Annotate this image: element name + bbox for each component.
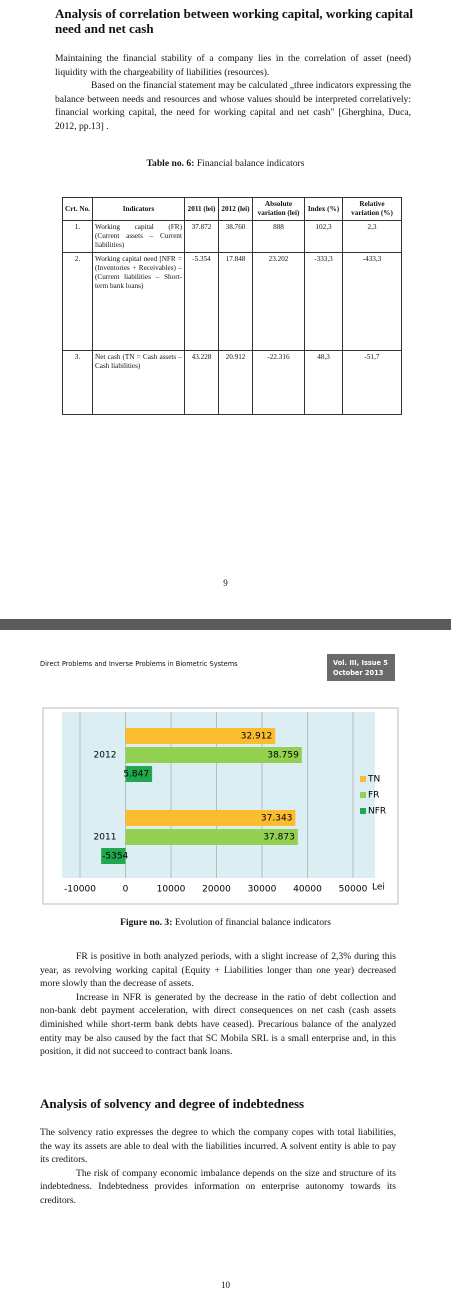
data-label: 5.847 [123,770,149,780]
header-cell: Indicators [92,197,185,221]
legend-label: TN [367,775,380,785]
bar [125,747,302,763]
bar [125,810,296,826]
x-tick-label: 50000 [339,885,368,895]
chart: -10000 0 10000 20000 30000 40000 50000 Lei 2012 3… [42,707,399,905]
table-row: 3. Net cash (TN = Cash assets – Cash liab… [62,350,402,415]
running-head: Direct Problems and Inverse Problems in … [40,660,238,668]
x-tick-label: 0 [123,885,129,895]
header-cell: Absolute variation (lei) [252,197,305,221]
cell: 102,3 [304,220,343,253]
table-row: 2. Working capital need [NFR = (Inventori… [62,252,402,351]
table-row: 1. Working capital (FR) (Current assets –… [62,220,402,253]
table: Crt. No. Indicators 2011 (lei) 2012 (lei) Ab… [62,197,402,415]
legend-swatch [360,792,366,798]
section: Analysis of correlation between working … [55,6,415,36]
bar [125,728,276,744]
caption-text: Evolution of financial balance indicator… [174,917,331,928]
x-tick-label: 30000 [248,885,277,895]
body-text: FR is positive in both analyzed periods,… [40,950,396,1059]
heading: Analysis of solvency and degree of indeb… [40,1096,305,1111]
figure-caption: Figure no. 3: Evolution of financial bal… [0,917,451,928]
date: October 2013 [333,669,384,677]
header-cell: Index (%) [304,197,343,221]
data-label: 37.873 [263,833,295,843]
cell: -5.354 [184,252,219,351]
x-axis-label: Lei [372,883,385,893]
category-label: 2012 [94,751,117,761]
heading: Analysis of correlation between working … [55,6,413,36]
issue-badge: Vol. III, Issue 5 October 2013 [327,654,395,681]
body-text: Maintaining the financial stability of a… [55,52,411,134]
caption-text: Financial balance indicators [196,158,305,169]
table-label: Table no. 6: [146,158,195,169]
header-cell: 2012 (lei) [218,197,253,221]
cell: 888 [252,220,305,253]
paragraph: Maintaining the financial stability of a… [55,53,411,78]
x-tick-label: 40000 [293,885,322,895]
page-number: 9 [223,578,228,588]
legend-label: NFR [368,807,386,817]
cell: -22.316 [252,350,305,415]
figure-label: Figure no. 3: [120,917,173,928]
header-cell: 2011 (lei) [184,197,219,221]
paragraph: Based on the financial statement may be … [55,80,411,132]
cell: 1. [62,220,93,253]
x-tick-label: 20000 [202,885,231,895]
legend-swatch [360,808,366,814]
cell: 43.228 [184,350,219,415]
page-number: 10 [221,1280,230,1290]
cell: 2. [62,252,93,351]
bar [125,829,298,845]
category-label: 2011 [94,833,117,843]
table-wrap: Crt. No. Indicators 2011 (lei) 2012 (lei) Ab… [62,197,402,415]
bar [101,848,126,864]
x-tick-label: 10000 [157,885,186,895]
cell: Working capital (FR) (Current assets – C… [92,220,185,253]
paragraph: FR is positive in both analyzed periods,… [40,951,396,990]
cell: -433,3 [342,252,402,351]
x-tick-label: -10000 [64,885,96,895]
cell: Working capital need [NFR = (Inventories… [92,252,185,351]
cell: Net cash (TN = Cash assets – Cash liabil… [92,350,185,415]
cell: 48,3 [304,350,343,415]
cell: -333,3 [304,252,343,351]
section: Analysis of solvency and degree of indeb… [40,1096,400,1111]
body-text: The solvency ratio expresses the degree … [40,1126,396,1208]
table-caption: Table no. 6: Financial balance indicator… [0,158,451,169]
cell: 38.760 [218,220,253,253]
header-cell: Relative variation (%) [342,197,402,221]
cell: 23.202 [252,252,305,351]
data-label: -5354 [102,852,128,862]
cell: 20.912 [218,350,253,415]
paragraph: The risk of company economic imbalance d… [40,1167,396,1206]
paragraph: The solvency ratio expresses the degree … [40,1127,396,1166]
data-label: 37.343 [261,814,293,824]
page-separator [0,619,451,630]
paragraph: Increase in NFR is generated by the decr… [40,991,396,1058]
legend-label: FR [368,791,379,801]
cell: 2,3 [342,220,402,253]
cell: -51,7 [342,350,402,415]
cell: 17.848 [218,252,253,351]
data-label: 32.912 [241,732,273,742]
data-label: 38.759 [267,751,299,761]
cell: 3. [62,350,93,415]
legend-swatch [360,776,366,782]
volume: Vol. III, Issue 5 [333,659,388,667]
bar [125,766,153,782]
cell: 37.872 [184,220,219,253]
header-cell: Crt. No. [62,197,93,221]
